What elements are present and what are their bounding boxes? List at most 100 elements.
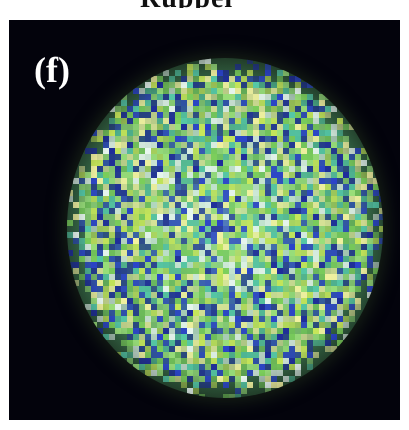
speckle-cell bbox=[91, 238, 97, 244]
speckle-cell bbox=[271, 346, 277, 352]
speckle-cell bbox=[253, 316, 259, 322]
speckle-cell bbox=[301, 286, 307, 292]
speckle-cell bbox=[187, 94, 193, 100]
speckle-cell bbox=[295, 364, 301, 370]
speckle-cell bbox=[325, 262, 331, 268]
speckle-cell bbox=[211, 64, 217, 70]
speckle-cell bbox=[127, 160, 133, 166]
speckle-cell bbox=[157, 226, 163, 232]
speckle-cell bbox=[259, 292, 265, 298]
speckle-cell bbox=[373, 262, 379, 268]
speckle-cell bbox=[253, 358, 259, 364]
speckle-cell bbox=[91, 226, 97, 232]
speckle-cell bbox=[181, 268, 187, 274]
speckle-cell bbox=[295, 352, 301, 358]
speckle-cell bbox=[187, 148, 193, 154]
speckle-cell bbox=[331, 196, 337, 202]
speckle-cell bbox=[283, 376, 289, 382]
speckle-cell bbox=[127, 178, 133, 184]
speckle-cell bbox=[169, 124, 175, 130]
speckle-cell bbox=[337, 292, 343, 298]
speckle-cell bbox=[217, 262, 223, 268]
speckle-cell bbox=[265, 298, 271, 304]
speckle-cell bbox=[139, 94, 145, 100]
speckle-cell bbox=[187, 178, 193, 184]
speckle-cell bbox=[175, 160, 181, 166]
speckle-cell bbox=[259, 130, 265, 136]
speckle-cell bbox=[127, 328, 133, 334]
speckle-cell bbox=[133, 196, 139, 202]
speckle-cell bbox=[235, 340, 241, 346]
speckle-cell bbox=[199, 148, 205, 154]
speckle-cell bbox=[79, 238, 85, 244]
speckle-cell bbox=[307, 226, 313, 232]
speckle-cell bbox=[163, 196, 169, 202]
speckle-cell bbox=[145, 322, 151, 328]
speckle-cell bbox=[265, 292, 271, 298]
speckle-cell bbox=[319, 298, 325, 304]
speckle-cell bbox=[235, 238, 241, 244]
speckle-cell bbox=[271, 196, 277, 202]
speckle-cell bbox=[97, 214, 103, 220]
speckle-cell bbox=[253, 118, 259, 124]
speckle-cell bbox=[331, 250, 337, 256]
speckle-cell bbox=[325, 310, 331, 316]
speckle-cell bbox=[253, 106, 259, 112]
speckle-cell bbox=[247, 214, 253, 220]
speckle-cell bbox=[343, 124, 349, 130]
speckle-cell bbox=[265, 274, 271, 280]
speckle-cell bbox=[325, 304, 331, 310]
speckle-cell bbox=[277, 100, 283, 106]
speckle-cell bbox=[313, 106, 319, 112]
speckle-cell bbox=[283, 124, 289, 130]
speckle-cell bbox=[235, 232, 241, 238]
speckle-cell bbox=[343, 238, 349, 244]
speckle-cell bbox=[283, 280, 289, 286]
speckle-cell bbox=[73, 268, 79, 274]
speckle-cell bbox=[157, 310, 163, 316]
speckle-cell bbox=[187, 352, 193, 358]
speckle-cell bbox=[235, 244, 241, 250]
speckle-cell bbox=[247, 346, 253, 352]
speckle-cell bbox=[163, 118, 169, 124]
speckle-cell bbox=[133, 250, 139, 256]
speckle-cell bbox=[265, 70, 271, 76]
speckle-cell bbox=[223, 70, 229, 76]
speckle-cell bbox=[103, 160, 109, 166]
speckle-cell bbox=[289, 154, 295, 160]
speckle-cell bbox=[307, 214, 313, 220]
speckle-cell bbox=[325, 250, 331, 256]
speckle-cell bbox=[169, 82, 175, 88]
speckle-cell bbox=[199, 364, 205, 370]
speckle-cell bbox=[253, 82, 259, 88]
speckle-cell bbox=[115, 172, 121, 178]
speckle-cell bbox=[103, 322, 109, 328]
speckle-cell bbox=[361, 274, 367, 280]
speckle-cell bbox=[337, 280, 343, 286]
speckle-cell bbox=[283, 334, 289, 340]
speckle-cell bbox=[223, 160, 229, 166]
speckle-cell bbox=[79, 208, 85, 214]
speckle-cell bbox=[313, 328, 319, 334]
speckle-cell bbox=[289, 364, 295, 370]
speckle-cell bbox=[301, 280, 307, 286]
speckle-cell bbox=[319, 334, 325, 340]
speckle-cell bbox=[265, 136, 271, 142]
speckle-cell bbox=[229, 148, 235, 154]
speckle-cell bbox=[217, 358, 223, 364]
speckle-cell bbox=[259, 112, 265, 118]
speckle-cell bbox=[85, 262, 91, 268]
speckle-cell bbox=[301, 244, 307, 250]
speckle-cell bbox=[229, 82, 235, 88]
speckle-cell bbox=[337, 130, 343, 136]
speckle-cell bbox=[115, 112, 121, 118]
speckle-cell bbox=[289, 376, 295, 382]
speckle-cell bbox=[193, 64, 199, 70]
speckle-cell bbox=[121, 196, 127, 202]
speckle-cell bbox=[271, 358, 277, 364]
speckle-cell bbox=[145, 268, 151, 274]
speckle-cell bbox=[181, 328, 187, 334]
speckle-cell bbox=[265, 220, 271, 226]
speckle-cell bbox=[235, 148, 241, 154]
speckle-cell bbox=[277, 232, 283, 238]
